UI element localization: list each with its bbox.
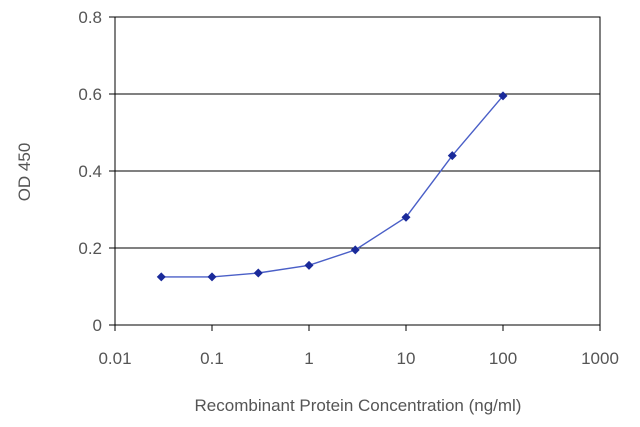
x-axis-ticks: 0.01 0.1 1 10 100 1000 (98, 325, 619, 368)
data-point (156, 272, 166, 282)
x-tick-label: 10 (397, 349, 416, 368)
y-tick-label: 0 (93, 316, 102, 335)
y-tick-label: 0.8 (78, 8, 102, 27)
y-axis-label: OD 450 (15, 143, 34, 202)
data-point (304, 260, 314, 270)
data-point (207, 272, 217, 282)
series-group (156, 91, 508, 282)
data-point (350, 245, 360, 255)
data-point (401, 212, 411, 222)
data-point (253, 268, 263, 278)
y-tick-label: 0.2 (78, 239, 102, 258)
y-axis-ticks: 0 0.2 0.4 0.6 0.8 (78, 8, 115, 335)
grid-lines (115, 93, 600, 249)
data-point (447, 151, 457, 161)
series-line (161, 95, 504, 278)
x-tick-label: 0.01 (98, 349, 131, 368)
y-tick-label: 0.4 (78, 162, 102, 181)
x-axis-label: Recombinant Protein Concentration (ng/ml… (195, 396, 522, 415)
y-tick-label: 0.6 (78, 85, 102, 104)
data-point (498, 91, 508, 101)
x-tick-label: 0.1 (200, 349, 224, 368)
x-tick-label: 1000 (581, 349, 619, 368)
x-tick-label: 100 (489, 349, 517, 368)
x-tick-label: 1 (304, 349, 313, 368)
